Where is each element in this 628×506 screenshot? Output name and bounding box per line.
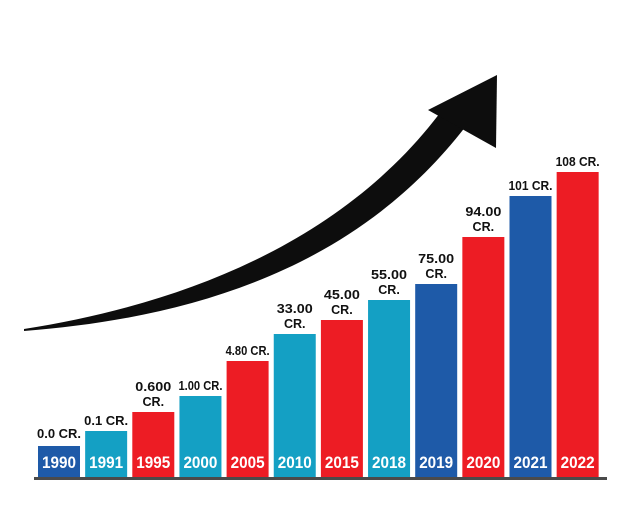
category-label: 2020 <box>466 453 500 472</box>
category-label-box <box>132 446 175 477</box>
data-label: 94.00 <box>465 204 501 219</box>
bar <box>273 334 316 446</box>
category-label: 2021 <box>514 453 548 472</box>
data-label: 108 CR. <box>556 154 600 169</box>
data-label: 0.0 CR. <box>37 426 81 441</box>
trend-arrow-shaft <box>24 102 472 331</box>
bar <box>226 361 269 446</box>
category-label: 2005 <box>231 453 265 472</box>
data-label: CR. <box>378 282 400 297</box>
bar <box>415 284 458 446</box>
category-label-box <box>462 446 505 477</box>
category-label-box <box>85 446 128 477</box>
data-label: CR. <box>425 266 447 281</box>
data-label: CR. <box>284 316 306 331</box>
category-label-box <box>509 446 552 477</box>
category-label: 2015 <box>325 453 359 472</box>
data-label: 1.00 CR. <box>178 378 222 393</box>
bar <box>320 320 363 446</box>
bar <box>462 237 505 446</box>
category-label: 2010 <box>278 453 312 472</box>
category-label: 2018 <box>372 453 406 472</box>
data-label: 55.00 <box>371 267 407 282</box>
bar <box>368 300 411 446</box>
category-label-box <box>273 446 316 477</box>
category-label-box <box>226 446 269 477</box>
category-label-box <box>179 446 222 477</box>
trend-arrow <box>24 75 497 331</box>
trend-arrow-head <box>428 75 497 148</box>
category-label: 1990 <box>42 453 76 472</box>
category-label-box <box>556 446 599 477</box>
data-label: 101 CR. <box>509 178 553 193</box>
data-label: 45.00 <box>324 287 360 302</box>
category-label: 1995 <box>136 453 170 472</box>
category-label-box <box>38 446 80 477</box>
category-label: 1991 <box>89 453 123 472</box>
data-label: CR. <box>331 302 353 317</box>
category-label: 2019 <box>419 453 453 472</box>
category-label-box <box>415 446 458 477</box>
data-label: CR. <box>143 394 165 409</box>
data-label: 0.600 <box>135 379 171 394</box>
bar <box>132 412 175 446</box>
bar <box>85 431 128 446</box>
data-label: 0.1 CR. <box>84 413 128 428</box>
bar <box>509 196 552 446</box>
category-label: 2000 <box>183 453 217 472</box>
category-label: 2022 <box>561 453 595 472</box>
category-label-box <box>368 446 411 477</box>
data-label: 33.00 <box>277 301 313 316</box>
bar <box>556 172 599 446</box>
data-label: CR. <box>473 219 495 234</box>
category-label-box <box>320 446 363 477</box>
bar <box>179 396 222 446</box>
data-label: 4.80 CR. <box>226 343 270 358</box>
data-label: 75.00 <box>418 251 454 266</box>
